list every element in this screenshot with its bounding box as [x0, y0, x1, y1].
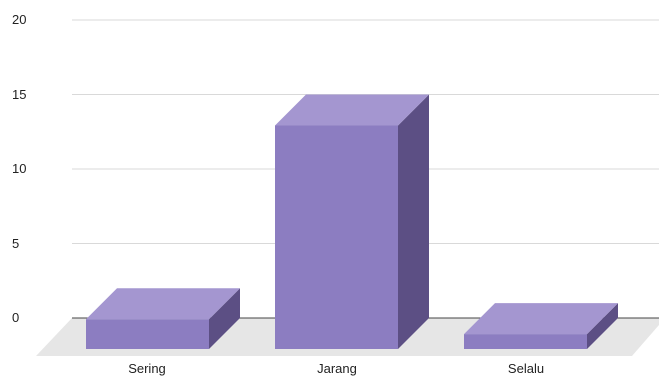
- x-tick-label: Sering: [128, 361, 166, 376]
- bar: [275, 94, 429, 349]
- bar-front-face: [86, 319, 209, 349]
- bar-side-face: [209, 288, 240, 349]
- x-tick-label: Selalu: [508, 361, 544, 376]
- bar-side-face: [398, 94, 429, 349]
- bar-front-face: [464, 334, 587, 349]
- y-axis-ticks: 0 5 10 15 20: [12, 12, 26, 325]
- bar-top-face: [275, 94, 429, 126]
- y-tick-label: 0: [12, 310, 19, 325]
- y-tick-label: 10: [12, 161, 26, 176]
- bar-front-face: [275, 125, 398, 349]
- y-tick-label: 20: [12, 12, 26, 27]
- bar-top-face: [86, 288, 240, 320]
- bar: [86, 288, 240, 349]
- bar-top-face: [464, 303, 618, 335]
- bar: [464, 303, 618, 349]
- y-tick-label: 5: [12, 236, 19, 251]
- x-tick-label: Jarang: [317, 361, 357, 376]
- x-axis-labels: Sering Jarang Selalu: [128, 361, 544, 376]
- bars: [86, 94, 618, 349]
- bar-side-face: [587, 303, 618, 349]
- y-tick-label: 15: [12, 87, 26, 102]
